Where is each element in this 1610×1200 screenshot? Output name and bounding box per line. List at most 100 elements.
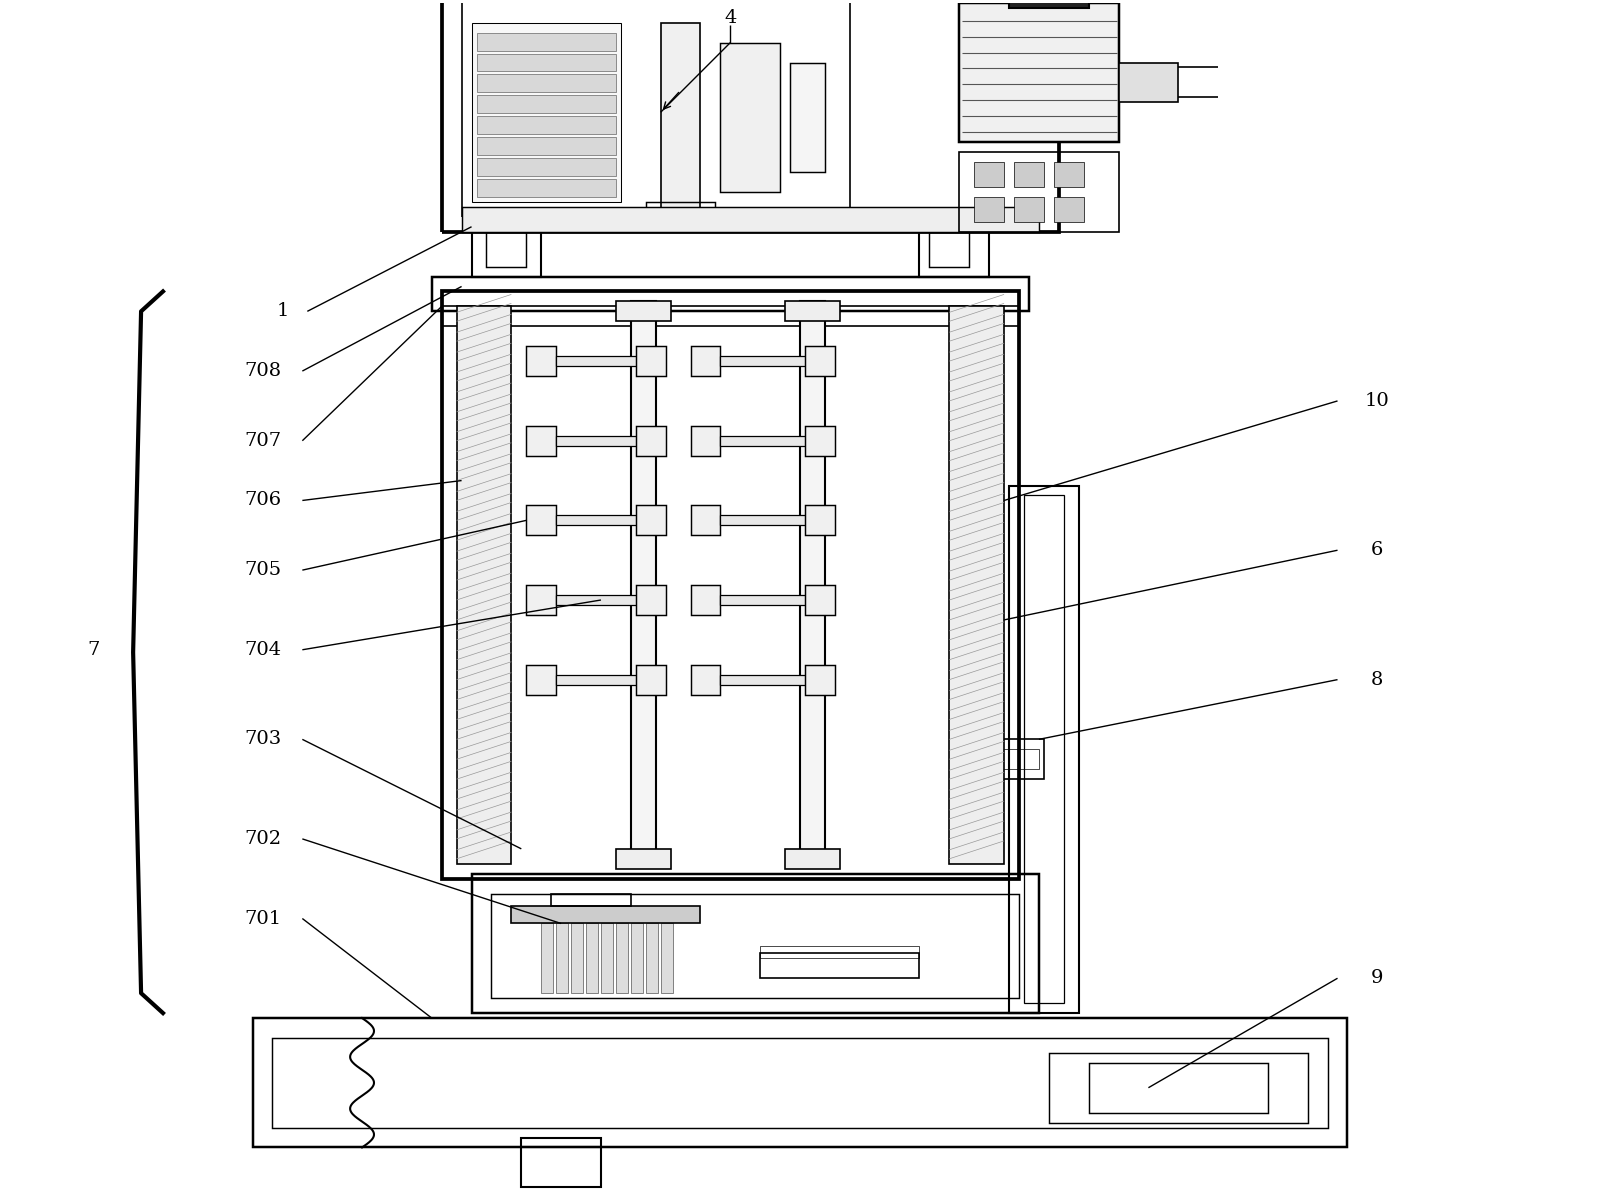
Bar [477,137,617,155]
Bar [441,292,1019,878]
Text: 1: 1 [277,302,288,320]
Bar [1119,62,1179,102]
Bar [555,356,641,366]
Text: 705: 705 [245,562,282,580]
Bar [929,232,969,266]
Bar [555,674,641,685]
Bar [272,1038,1328,1128]
Bar [441,0,1059,232]
Bar [646,202,715,222]
Bar [1009,486,1079,1013]
Bar [786,848,840,869]
Bar [720,674,810,685]
Text: 7: 7 [87,641,100,659]
Bar [477,54,617,72]
Text: 9: 9 [1372,970,1383,988]
Bar [631,301,655,859]
Bar [555,515,641,526]
Bar [477,32,617,50]
Bar [555,924,568,994]
Bar [526,426,555,456]
Text: 707: 707 [245,432,282,450]
Text: 703: 703 [243,731,282,749]
Bar [491,894,1019,998]
Bar [974,162,1005,187]
Bar [720,356,810,366]
Bar [720,436,810,445]
Bar [472,874,1038,1013]
Bar [691,426,720,456]
Bar [551,894,631,906]
Bar [472,23,621,202]
Bar [805,346,836,376]
Bar [720,515,810,526]
Bar [477,179,617,197]
Bar [660,924,673,994]
Bar [477,116,617,134]
Bar [691,665,720,695]
Text: 706: 706 [245,492,282,510]
Bar [1055,197,1084,222]
Bar [526,586,555,614]
Bar [441,306,1019,326]
Bar [993,739,1043,779]
Bar [786,301,840,322]
Bar [720,42,781,192]
Bar [805,505,836,535]
Bar [805,665,836,695]
Bar [253,1018,1348,1147]
Bar [472,227,541,276]
Text: 704: 704 [245,641,282,659]
Bar [720,595,810,605]
Bar [617,924,628,994]
Bar [760,947,919,959]
Text: 702: 702 [245,830,282,848]
Bar [431,276,1029,311]
Bar [1055,162,1084,187]
Bar [760,953,919,978]
Bar [960,152,1119,232]
Bar [636,586,665,614]
Bar [636,426,665,456]
Bar [960,2,1119,142]
Bar [631,924,642,994]
Bar [512,906,700,924]
Bar [526,505,555,535]
Bar [555,595,641,605]
Bar [477,158,617,176]
Bar [805,586,836,614]
Bar [477,95,617,113]
Bar [636,505,665,535]
Bar [522,1138,601,1187]
Bar [526,346,555,376]
Text: 8: 8 [1372,671,1383,689]
Bar [1024,496,1064,1003]
Bar [691,346,720,376]
Bar [541,924,554,994]
Bar [1048,1052,1307,1122]
Bar [617,301,671,322]
Text: 4: 4 [724,8,736,26]
Bar [601,924,613,994]
Bar [462,0,850,217]
Text: 10: 10 [1365,392,1389,410]
Bar [800,301,824,859]
Text: 701: 701 [245,910,282,928]
Text: 708: 708 [245,362,282,380]
Bar [1000,749,1038,769]
Bar [486,232,526,266]
Bar [457,306,512,864]
Bar [691,505,720,535]
Bar [974,197,1005,222]
Bar [791,62,824,172]
Bar [526,665,555,695]
Bar [636,346,665,376]
Bar [572,924,583,994]
Text: 6: 6 [1372,541,1383,559]
Bar [555,436,641,445]
Bar [950,306,1005,864]
Bar [1088,1063,1267,1112]
Bar [646,924,658,994]
Bar [1014,162,1043,187]
Bar [586,924,597,994]
